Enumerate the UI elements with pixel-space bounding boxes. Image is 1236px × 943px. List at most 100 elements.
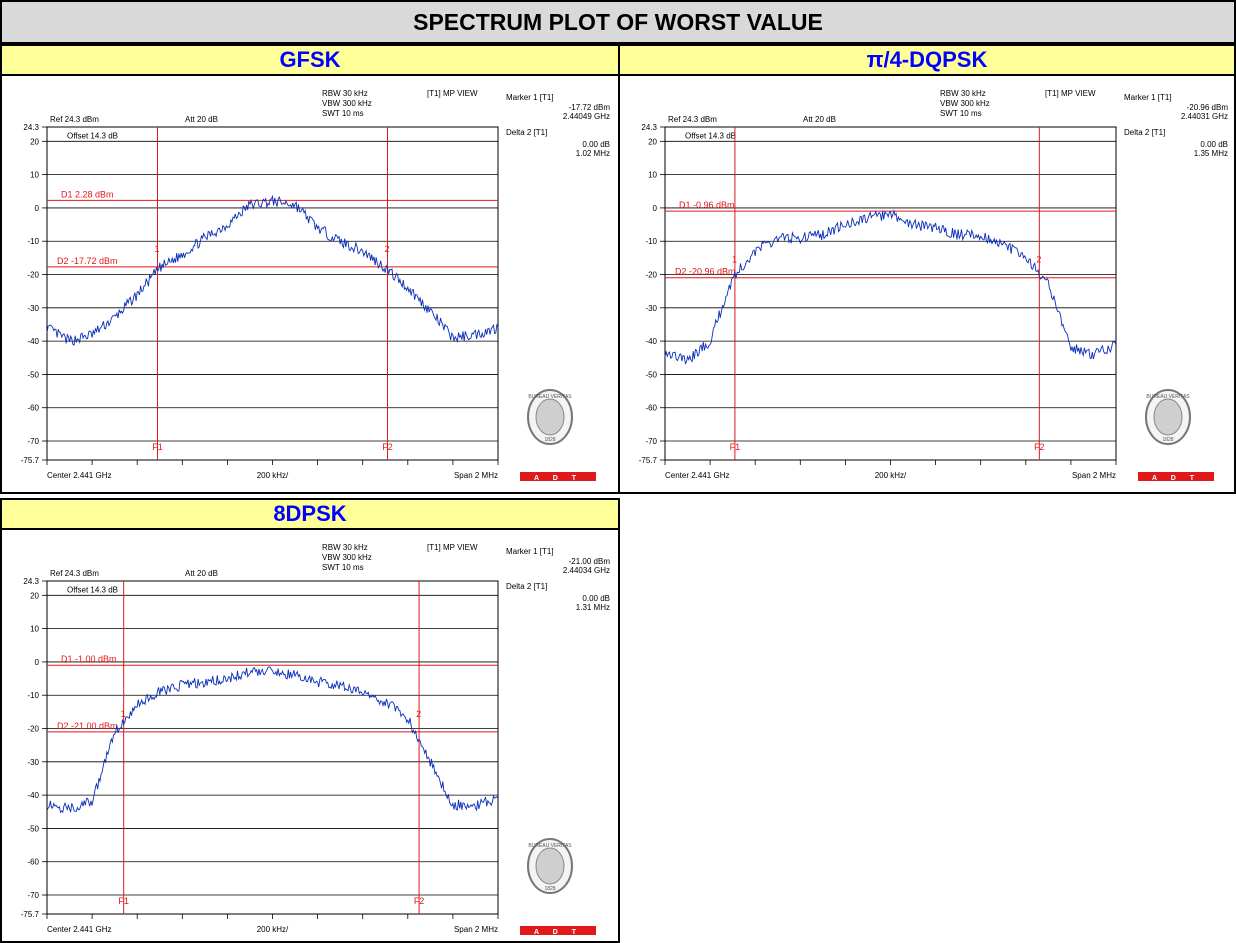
f2-label: F2: [414, 896, 425, 906]
att-label: Att 20 dB: [185, 569, 218, 578]
y-tick-label: -70: [27, 437, 39, 446]
spectrum-trace: [46, 194, 499, 346]
offset-label: Offset 14.3 dB: [685, 131, 736, 140]
rbw-label: RBW 30 kHz: [322, 89, 368, 98]
att-label: Att 20 dB: [185, 115, 218, 124]
div-label: 200 kHz/: [257, 471, 289, 480]
vbw-label: VBW 300 kHz: [940, 99, 990, 108]
marker1-value: -17.72 dBm: [569, 103, 611, 112]
d1-label: D1 -0.96 dBm: [679, 200, 735, 210]
delta2-db: 0.00 dB: [582, 140, 610, 149]
delta2-label: Delta 2 [T1]: [506, 128, 547, 137]
y-tick-label: -75.7: [21, 910, 40, 919]
marker1-label: Marker 1 [T1]: [506, 547, 554, 556]
plot-frame: [664, 126, 1117, 461]
y-tick-label: 20: [30, 591, 39, 600]
marker1-label: Marker 1 [T1]: [506, 93, 554, 102]
marker2-number: 2: [385, 244, 390, 254]
f1-label: F1: [730, 442, 741, 452]
spectrum-trace: [664, 209, 1117, 365]
delta2-freq: 1.35 MHz: [1194, 149, 1228, 158]
y-tick-label: 0: [653, 204, 658, 213]
adt-bar: [520, 926, 596, 935]
y-tick-label: -20: [645, 271, 657, 280]
logo-year: 1828: [1162, 437, 1173, 443]
spectrum-panel-gfsk: RBW 30 kHz VBW 300 kHz SWT 10 ms [T1] MP VI…: [0, 74, 620, 494]
y-tick-label: 10: [30, 625, 39, 634]
y-tick-label: 10: [30, 171, 39, 180]
y-tick-label: 0: [35, 204, 40, 213]
marker1-number: 1: [732, 255, 737, 265]
marker2-number: 2: [1036, 255, 1041, 265]
logo-emblem: [535, 847, 565, 885]
marker1-freq: 2.44031 GHz: [1181, 112, 1228, 121]
y-tick-label: -30: [27, 758, 39, 767]
logo-year: 1828: [544, 437, 555, 443]
offset-label: Offset 14.3 dB: [67, 585, 118, 594]
span-label: Span 2 MHz: [454, 471, 498, 480]
logo-emblem: [535, 398, 565, 436]
page-title: SPECTRUM PLOT OF WORST VALUE: [0, 0, 1236, 44]
delta2-db: 0.00 dB: [582, 594, 610, 603]
marker1-freq: 2.44049 GHz: [563, 112, 610, 121]
span-label: Span 2 MHz: [1072, 471, 1116, 480]
f1-label: F1: [118, 896, 129, 906]
y-tick-label: -40: [27, 337, 39, 346]
view-label: [T1] MP VIEW: [1045, 89, 1096, 98]
y-tick-label: -50: [27, 824, 39, 833]
y-tick-label: -50: [645, 370, 657, 379]
y-tick-label: 24.3: [23, 123, 39, 132]
ref-label: Ref 24.3 dBm: [50, 569, 99, 578]
d2-label: D2 -20.96 dBm: [675, 267, 736, 277]
rbw-label: RBW 30 kHz: [322, 543, 368, 552]
center-label: Center 2.441 GHz: [47, 925, 111, 934]
spectrum-panel-dqpsk: RBW 30 kHz VBW 300 kHz SWT 10 ms [T1] MP VI…: [618, 74, 1236, 494]
marker2-number: 2: [416, 709, 421, 719]
swt-label: SWT 10 ms: [322, 109, 364, 118]
y-tick-label: -10: [27, 237, 39, 246]
marker1-number: 1: [154, 244, 159, 254]
d1-label: D1 2.28 dBm: [61, 189, 114, 199]
ref-label: Ref 24.3 dBm: [668, 115, 717, 124]
y-tick-label: -30: [645, 304, 657, 313]
div-label: 200 kHz/: [257, 925, 289, 934]
rbw-label: RBW 30 kHz: [940, 89, 986, 98]
y-tick-label: 0: [35, 658, 40, 667]
logo-year: 1828: [544, 886, 555, 892]
delta2-label: Delta 2 [T1]: [506, 582, 547, 591]
y-tick-label: -20: [27, 271, 39, 280]
y-tick-label: -70: [645, 437, 657, 446]
adt-bar: [1138, 472, 1214, 481]
y-tick-label: -10: [645, 237, 657, 246]
chart-title-gfsk: GFSK: [0, 44, 620, 76]
center-label: Center 2.441 GHz: [47, 471, 111, 480]
adt-label: A D T: [534, 475, 582, 482]
adt-label: A D T: [1152, 475, 1200, 482]
y-tick-label: 24.3: [641, 123, 657, 132]
y-tick-label: 20: [648, 137, 657, 146]
chart-title-8dpsk: 8DPSK: [0, 498, 620, 530]
y-tick-label: -60: [645, 404, 657, 413]
y-tick-label: 24.3: [23, 577, 39, 586]
center-label: Center 2.441 GHz: [665, 471, 729, 480]
y-tick-label: -50: [27, 370, 39, 379]
div-label: 200 kHz/: [875, 471, 907, 480]
marker1-number: 1: [121, 709, 126, 719]
view-label: [T1] MP VIEW: [427, 89, 478, 98]
logo-text: BUREAU VERITAS: [528, 843, 572, 849]
delta2-db: 0.00 dB: [1200, 140, 1228, 149]
view-label: [T1] MP VIEW: [427, 543, 478, 552]
y-tick-label: -60: [27, 404, 39, 413]
plot-frame: [46, 580, 499, 915]
logo-text: BUREAU VERITAS: [1146, 394, 1190, 400]
f1-label: F1: [152, 442, 163, 452]
marker1-value: -20.96 dBm: [1187, 103, 1229, 112]
offset-label: Offset 14.3 dB: [67, 131, 118, 140]
vbw-label: VBW 300 kHz: [322, 553, 372, 562]
y-tick-label: 10: [648, 171, 657, 180]
att-label: Att 20 dB: [803, 115, 836, 124]
y-tick-label: -75.7: [21, 456, 40, 465]
ref-label: Ref 24.3 dBm: [50, 115, 99, 124]
marker1-freq: 2.44034 GHz: [563, 566, 610, 575]
